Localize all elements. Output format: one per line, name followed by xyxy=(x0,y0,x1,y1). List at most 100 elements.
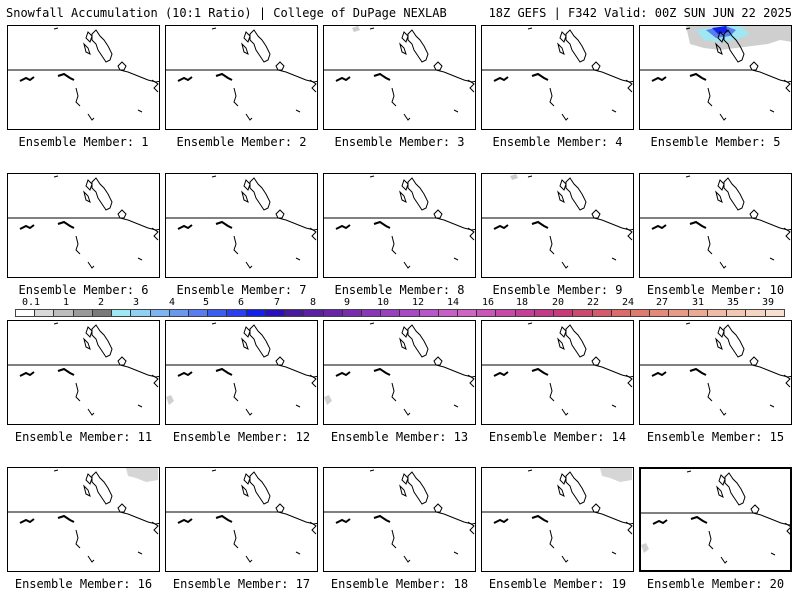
colorbar-swatch xyxy=(669,310,689,316)
ensemble-panel xyxy=(165,173,318,278)
map-outline xyxy=(87,261,95,269)
ensemble-panel xyxy=(639,173,792,278)
colorbar-swatch xyxy=(188,310,209,316)
map-outline xyxy=(403,113,411,121)
colorbar-label: 24 xyxy=(621,297,635,308)
map-outline xyxy=(433,356,443,366)
map-outline xyxy=(57,72,75,81)
map-outline xyxy=(407,177,429,211)
panel-label: Ensemble Member: 5 xyxy=(650,135,781,149)
map-outline xyxy=(335,371,351,377)
colorbar-swatch xyxy=(438,310,459,316)
colorbar-label: 1 xyxy=(62,297,70,308)
map-outline xyxy=(493,76,509,82)
colorbar-label: 12 xyxy=(411,297,425,308)
map-outline xyxy=(295,109,301,113)
map-outline xyxy=(403,555,411,563)
colorbar-label: 16 xyxy=(481,297,495,308)
map-outline xyxy=(625,79,633,93)
colorbar-swatch xyxy=(304,310,324,316)
map-outline xyxy=(391,529,397,549)
map-outline xyxy=(686,470,692,473)
map-outline xyxy=(87,555,95,563)
ensemble-panel xyxy=(323,25,476,130)
colorbar-swatch xyxy=(54,310,74,316)
map-graphic xyxy=(166,175,317,269)
colorbar-swatch xyxy=(73,310,93,316)
map-outline xyxy=(241,484,249,497)
map-outline xyxy=(309,521,317,535)
map-outline xyxy=(591,356,601,366)
map-graphic xyxy=(166,322,317,416)
colorbar-swatch xyxy=(131,310,151,316)
map-outline xyxy=(117,503,127,513)
snowfall-area xyxy=(510,174,518,180)
map-outline xyxy=(117,356,127,366)
map-graphic xyxy=(324,469,475,563)
map-outline xyxy=(87,113,95,121)
map-outline xyxy=(611,257,617,261)
map-outline xyxy=(275,356,285,366)
map-outline xyxy=(249,324,271,358)
colorbar-swatch xyxy=(16,310,36,316)
colorbar-swatch xyxy=(169,310,189,316)
map-outline xyxy=(399,42,407,55)
map-outline xyxy=(57,220,75,229)
map-outline xyxy=(57,514,75,523)
map-outline xyxy=(241,337,249,350)
map-outline xyxy=(243,179,251,191)
map-outline xyxy=(723,29,745,63)
map-outline xyxy=(91,177,113,211)
map-outline xyxy=(715,337,723,350)
map-outline xyxy=(85,179,93,191)
map-graphic xyxy=(324,322,475,416)
map-outline xyxy=(177,371,193,377)
map-outline xyxy=(215,72,233,81)
panel-label: Ensemble Member: 2 xyxy=(176,135,307,149)
map-outline xyxy=(527,175,533,178)
map-outline xyxy=(335,518,351,524)
map-outline xyxy=(53,27,59,30)
colorbar-label: 22 xyxy=(586,297,600,308)
map-graphic xyxy=(8,27,159,121)
map-outline xyxy=(723,324,745,358)
map-outline xyxy=(403,408,411,416)
map-outline xyxy=(87,408,95,416)
colorbar-label: 3 xyxy=(132,297,140,308)
ensemble-panel xyxy=(323,467,476,572)
map-outline xyxy=(245,261,253,269)
map-outline xyxy=(401,179,409,191)
map-outline xyxy=(245,113,253,121)
map-graphic xyxy=(640,322,791,416)
map-outline xyxy=(467,227,475,241)
map-outline xyxy=(19,371,35,377)
colorbar-swatch xyxy=(631,310,651,316)
map-outline xyxy=(243,31,251,43)
panel-label: Ensemble Member: 11 xyxy=(14,430,153,444)
map-outline xyxy=(724,472,746,506)
map-outline xyxy=(91,471,113,505)
map-outline xyxy=(373,367,391,376)
map-outline xyxy=(233,529,239,549)
map-outline xyxy=(723,177,745,211)
map-graphic xyxy=(482,174,633,269)
map-outline xyxy=(769,109,775,113)
map-outline xyxy=(716,485,724,498)
map-outline xyxy=(611,109,617,113)
colorbar-label: 8 xyxy=(309,297,317,308)
ensemble-panel xyxy=(639,25,792,130)
map-outline xyxy=(557,337,565,350)
map-outline xyxy=(369,322,375,325)
colorbar-swatch xyxy=(361,310,382,316)
map-outline xyxy=(309,79,317,93)
map-outline xyxy=(770,552,776,556)
map-outline xyxy=(241,190,249,203)
panel-label: Ensemble Member: 10 xyxy=(646,283,785,297)
map-graphic xyxy=(482,27,633,121)
map-outline xyxy=(591,61,601,71)
panel-label: Ensemble Member: 13 xyxy=(330,430,469,444)
map-outline xyxy=(433,61,443,71)
map-outline xyxy=(708,530,714,550)
ensemble-panel xyxy=(323,173,476,278)
colorbar-label: 9 xyxy=(343,297,351,308)
